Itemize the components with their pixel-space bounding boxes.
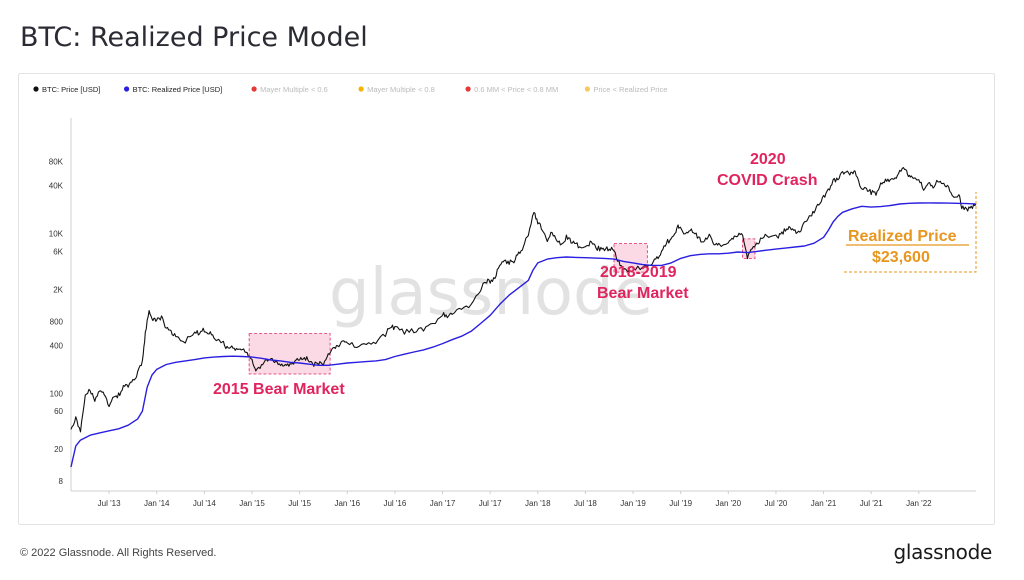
annotation-realized-label: Realized Price — [848, 228, 957, 245]
legend-label: Price < Realized Price — [593, 85, 667, 94]
chart-svg: BTC: Price [USD] BTC: Realized Price [USD… — [33, 85, 977, 508]
y-tick-label: 400 — [50, 341, 64, 350]
btc-price-line — [70, 167, 977, 433]
highlight-zone-0 — [248, 333, 331, 375]
legend-dot — [584, 86, 591, 92]
y-tick-label: 10K — [49, 230, 64, 239]
highlight-zone-2 — [742, 238, 756, 259]
annotation-realized-bracket — [844, 192, 977, 273]
y-tick-label: 6K — [53, 247, 63, 256]
realized-price-line — [70, 202, 977, 468]
x-tick-label: Jan '18 — [525, 499, 551, 508]
x-tick-label: Jul '19 — [669, 499, 692, 508]
legend-item-3[interactable]: Mayer Multiple < 0.8 — [358, 85, 435, 94]
x-tick-label: Jul '15 — [288, 499, 311, 508]
legend-item-5[interactable]: Price < Realized Price — [584, 85, 668, 94]
legend-label: 0.6 MM < Price < 0.8 MM — [474, 85, 558, 94]
legend-label: Mayer Multiple < 0.8 — [367, 85, 435, 94]
legend-item-2[interactable]: Mayer Multiple < 0.6 — [251, 85, 328, 94]
legend-dot — [465, 86, 471, 92]
x-tick-label: Jan '20 — [716, 499, 742, 508]
x-tick-label: Jan '19 — [620, 499, 646, 508]
annotation-2018-line1: 2018-2019 — [600, 264, 677, 281]
annotation-realized-value: $23,600 — [872, 249, 930, 266]
y-tick-label: 2K — [53, 285, 63, 294]
page-title: BTC: Realized Price Model — [20, 22, 368, 53]
legend-item-1[interactable]: BTC: Realized Price [USD] — [124, 85, 222, 94]
x-tick-label: Jan '15 — [239, 499, 265, 508]
x-tick-label: Jul '20 — [765, 499, 788, 508]
y-tick-label: 800 — [50, 317, 64, 326]
annotation-covid-line1: 2020 — [750, 151, 786, 168]
legend-label: Mayer Multiple < 0.6 — [260, 85, 328, 94]
legend-label: BTC: Realized Price [USD] — [133, 85, 223, 94]
annotation-2015-bear-market: 2015 Bear Market — [213, 381, 345, 398]
x-tick-label: Jul '13 — [98, 499, 121, 508]
chart-card: BTC: Price [USD] BTC: Realized Price [USD… — [18, 73, 995, 525]
legend-dot — [33, 86, 39, 92]
x-tick-label: Jan '21 — [811, 499, 837, 508]
x-tick-label: Jul '18 — [574, 499, 597, 508]
legend-item-4[interactable]: 0.6 MM < Price < 0.8 MM — [465, 85, 559, 94]
annotation-covid-line2: COVID Crash — [717, 172, 817, 189]
chart-lines — [70, 167, 977, 468]
copyright-text: © 2022 Glassnode. All Rights Reserved. — [20, 547, 217, 559]
x-tick-label: Jul '21 — [860, 499, 883, 508]
y-tick-label: 8 — [59, 477, 64, 486]
annotation-2018-line2: Bear Market — [597, 285, 689, 302]
x-tick-label: Jul '16 — [383, 499, 406, 508]
y-tick-label: 60 — [54, 407, 63, 416]
x-tick-label: Jul '14 — [193, 499, 216, 508]
x-tick-label: Jan '16 — [334, 499, 360, 508]
y-tick-label: 80K — [49, 158, 64, 167]
legend-dot — [251, 86, 257, 92]
legend-item-0[interactable]: BTC: Price [USD] — [33, 85, 100, 94]
y-tick-label: 100 — [50, 389, 64, 398]
x-tick-label: Jan '22 — [906, 499, 932, 508]
x-tick-label: Jan '14 — [144, 499, 170, 508]
x-tick-label: Jan '17 — [430, 499, 456, 508]
x-tick-label: Jul '17 — [479, 499, 502, 508]
legend-dot — [124, 86, 130, 92]
chart-axes: 8 20 60 100 400 800 2K 6K 10K 40K 80K Jul '13 Jan '1… — [49, 118, 976, 508]
y-tick-label: 40K — [49, 182, 64, 191]
watermark-text: glassnode — [329, 256, 653, 330]
chart-annotations: 2015 Bear Market 2018-2019 Bear Market 2… — [213, 151, 977, 398]
glassnode-logo[interactable]: glassnode — [893, 540, 992, 564]
legend-dot — [358, 86, 364, 92]
legend-label: BTC: Price [USD] — [42, 85, 100, 94]
chart-legend[interactable]: BTC: Price [USD] BTC: Realized Price [USD… — [33, 85, 667, 94]
y-tick-label: 20 — [54, 445, 63, 454]
